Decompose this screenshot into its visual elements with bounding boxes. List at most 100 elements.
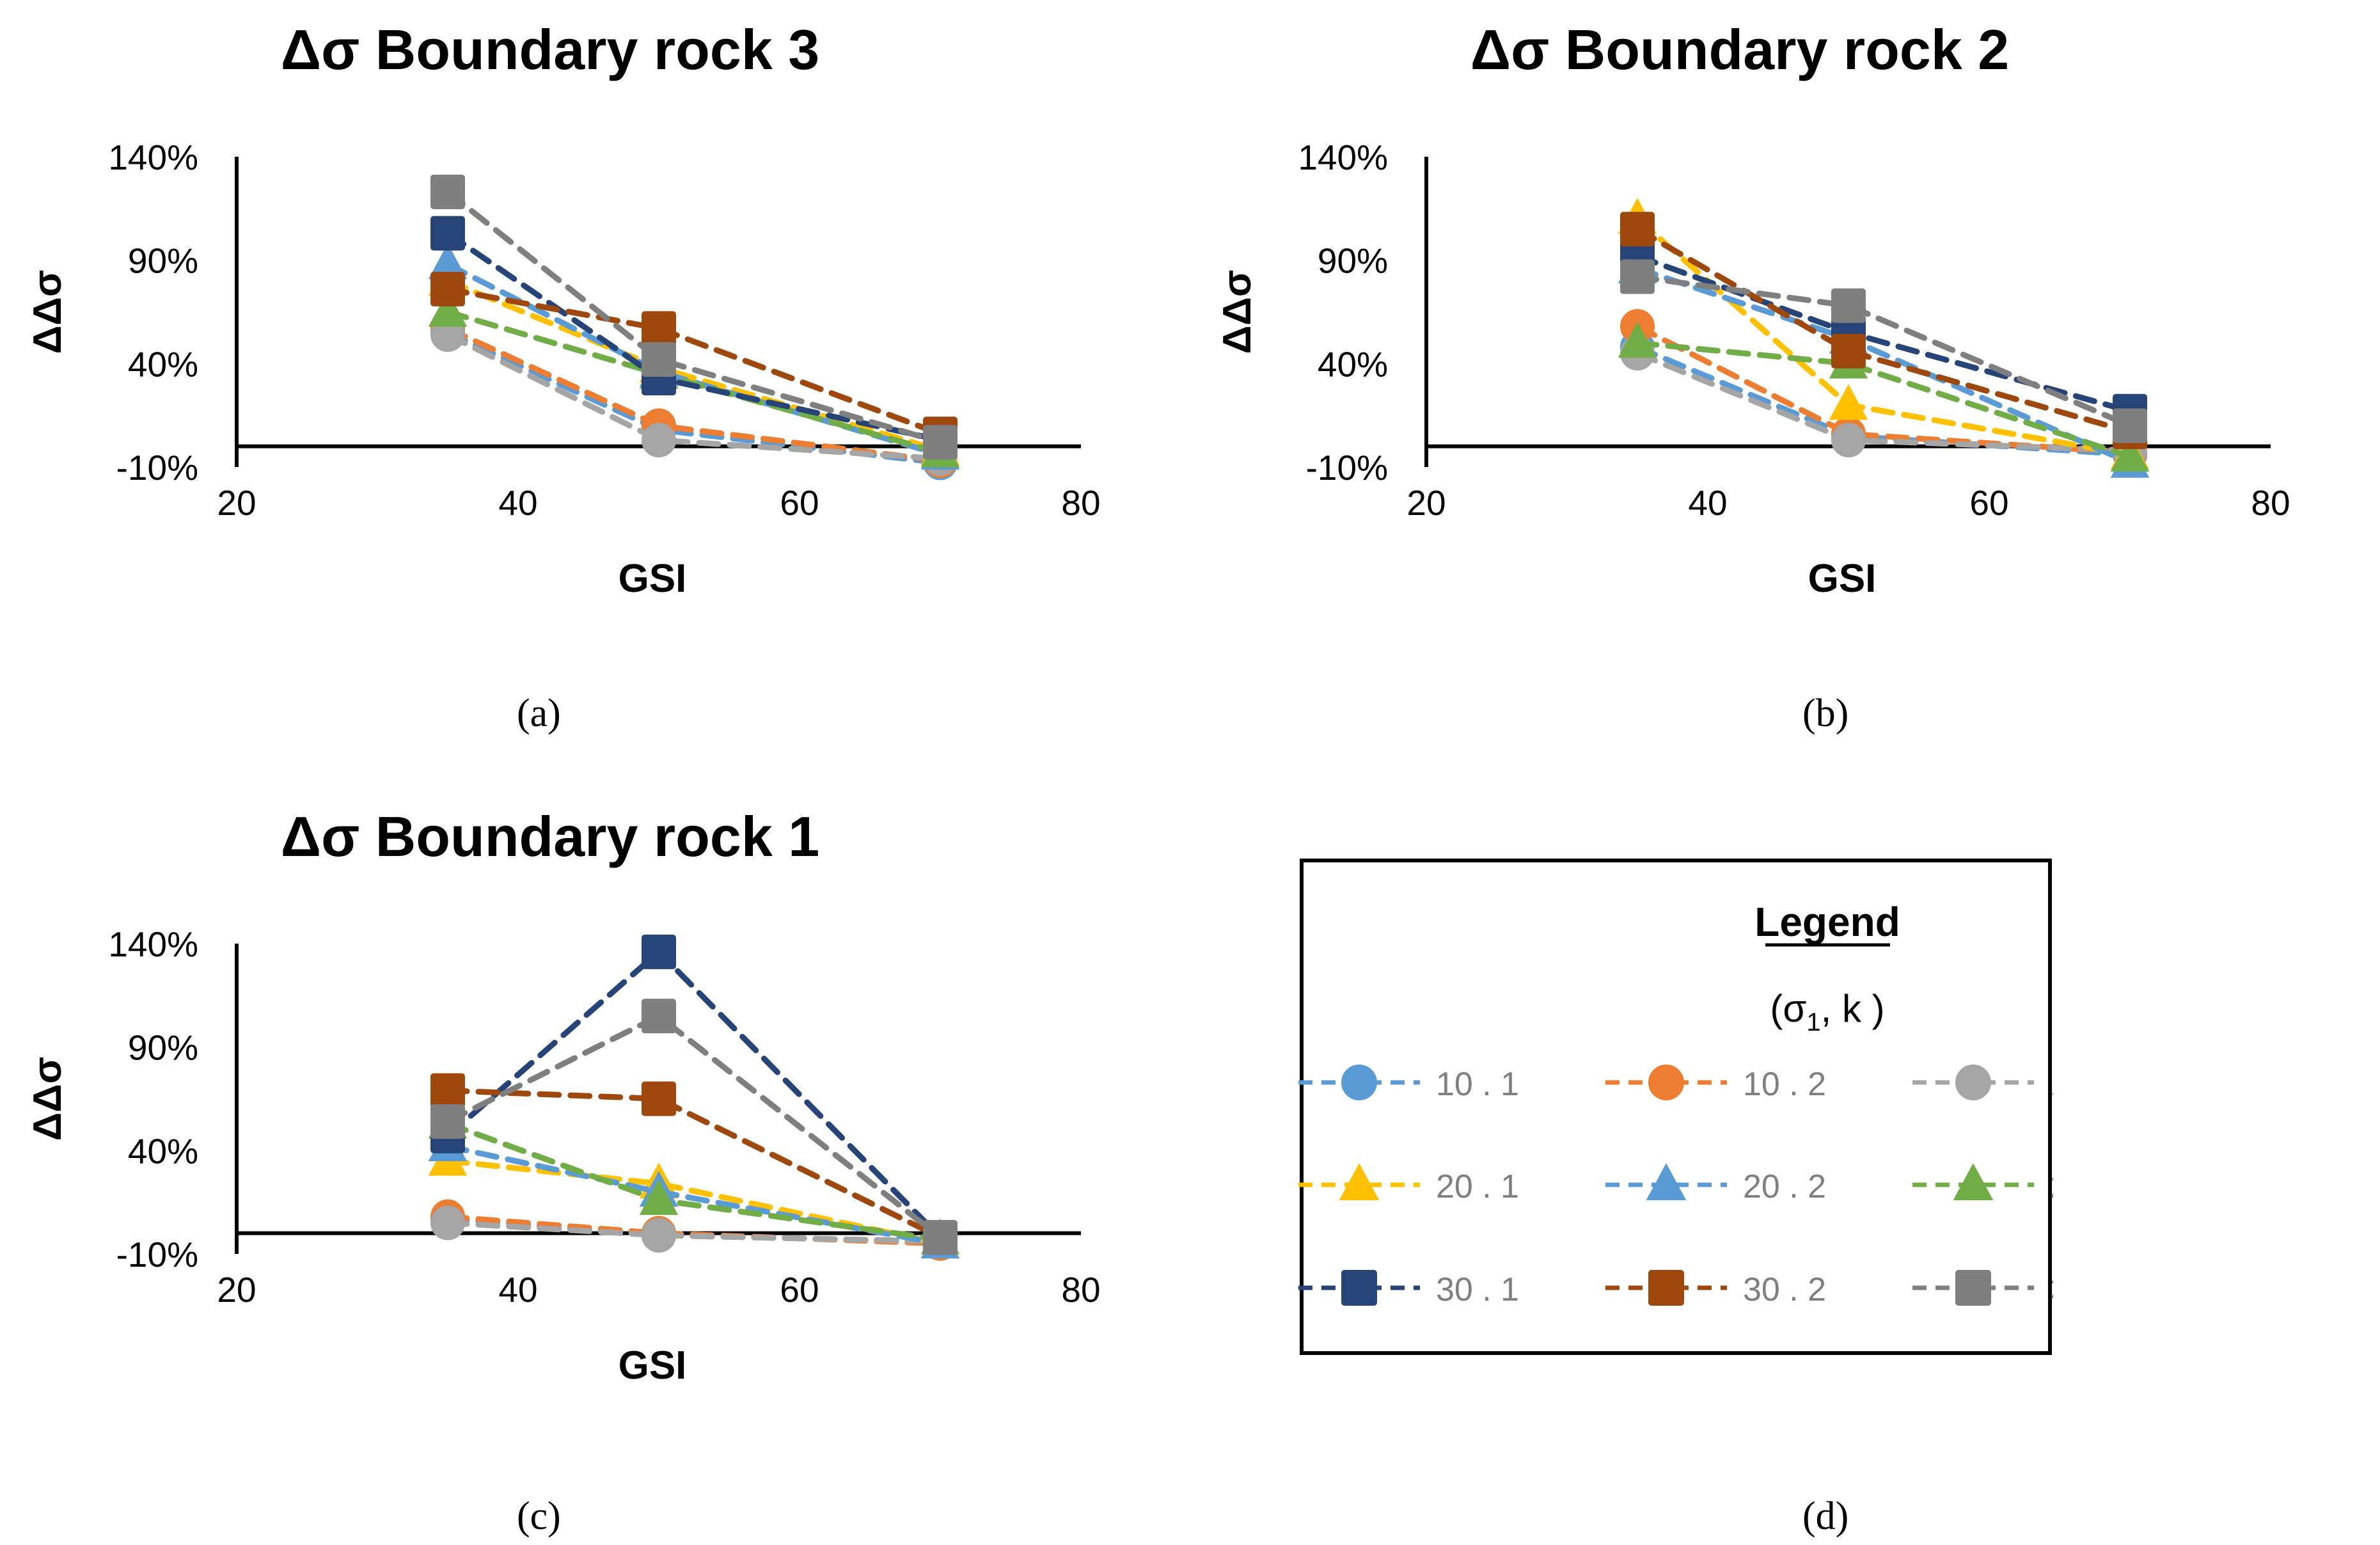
data-point: [642, 311, 676, 346]
data-point: [430, 271, 465, 306]
x-tick-label: 20: [1407, 483, 1446, 523]
data-point: [923, 425, 958, 460]
caption-c: (c): [517, 1494, 561, 1538]
data-point: [642, 1081, 676, 1116]
legend-swatch-marker: [1648, 1270, 1684, 1306]
legend-box: Legend (σ1, k ) 10 . 1 10 . 2 10 . 3 20 . 1…: [1298, 859, 2053, 1355]
legend-item-label: 30 . 3: [2050, 1271, 2053, 1308]
series-line: [445, 325, 943, 464]
data-point: [430, 1073, 465, 1108]
legend-swatch-marker: [1341, 1065, 1377, 1100]
series-line: [445, 329, 943, 466]
legend-swatch-marker: [1339, 1163, 1380, 1201]
x-tick-label: 60: [780, 483, 819, 523]
y-tick-label: 140%: [108, 924, 198, 964]
data-point: [642, 422, 676, 457]
y-tick-label: 90%: [1318, 241, 1388, 281]
legend-swatch-marker: [1648, 1065, 1684, 1100]
x-tick-label: 20: [217, 1270, 256, 1310]
series-20-1: [1618, 198, 2150, 470]
series-line: [445, 309, 943, 456]
legend-item-30-3: 30 . 3: [1912, 1270, 2053, 1308]
x-tick-label: 40: [1688, 483, 1727, 523]
y-tick-label: -10%: [1306, 448, 1388, 487]
legend-item-label: 10 . 1: [1436, 1066, 1519, 1103]
legend-item-20-1: 20 . 1: [1298, 1163, 1519, 1205]
series-line: [1634, 226, 2133, 435]
y-axis-label: ΔΔσ: [26, 1057, 70, 1141]
series-30-1: [430, 216, 958, 457]
caption-a: (a): [517, 692, 561, 735]
legend-item-label: 30 . 2: [1743, 1271, 1826, 1308]
data-point: [642, 934, 676, 969]
legend-swatch-marker: [1955, 1270, 1991, 1306]
data-point: [642, 1217, 676, 1253]
legend-item-label: 20 . 3: [2050, 1168, 2053, 1205]
y-tick-label: 140%: [1298, 138, 1388, 177]
y-axis-label: ΔΔσ: [1215, 270, 1259, 354]
series-line: [445, 189, 943, 445]
legend-swatch-marker: [1953, 1163, 1994, 1201]
data-point: [2113, 408, 2147, 443]
data-point: [1831, 422, 1866, 457]
y-axis-label: ΔΔσ: [26, 270, 70, 354]
x-tick-label: 60: [1969, 483, 2008, 523]
legend-item-20-2: 20 . 2: [1605, 1163, 1826, 1205]
legend-item-30-2: 30 . 2: [1605, 1270, 1826, 1308]
legend-item-10-2: 10 . 2: [1605, 1065, 1826, 1103]
chart-boundary-rock-2: Δσ Boundary rock 2 -10% 40% 90% 140% 20 40 60 80…: [1215, 18, 2290, 601]
data-point: [428, 290, 468, 327]
chart-boundary-rock-3: Δσ Boundary rock 3 -10% 40% 90% 140% 20 40 60 80…: [26, 18, 1101, 601]
legend-item-label: 30 . 1: [1436, 1271, 1519, 1308]
x-tick-label: 40: [498, 483, 537, 523]
legend-item-30-1: 30 . 1: [1298, 1270, 1519, 1308]
legend-subtitle: (σ1, k ): [1770, 987, 1884, 1036]
y-tick-label: 90%: [128, 1028, 198, 1068]
series-line: [445, 1220, 943, 1245]
y-tick-label: 90%: [128, 241, 198, 281]
data-point: [1829, 384, 1868, 420]
caption-d: (d): [1802, 1494, 1849, 1538]
data-point: [430, 1104, 465, 1139]
data-point: [1831, 333, 1866, 368]
legend-swatch-marker: [1646, 1163, 1687, 1201]
series-10-2: [430, 311, 958, 479]
series-30-3: [430, 999, 958, 1255]
y-tick-label: 40%: [1318, 344, 1388, 384]
chart-title: Δσ Boundary rock 3: [281, 18, 819, 81]
data-point: [642, 342, 676, 377]
data-point: [1620, 212, 1655, 247]
y-tick-label: 40%: [128, 344, 198, 384]
legend-item-label: 10 . 2: [1743, 1066, 1826, 1103]
data-point: [642, 999, 676, 1034]
x-axis-label: GSI: [619, 557, 687, 601]
y-tick-label: -10%: [116, 1235, 198, 1274]
data-point: [2110, 436, 2150, 472]
data-point: [430, 1205, 465, 1240]
chart-title: Δσ Boundary rock 2: [1470, 18, 2009, 81]
legend-item-20-3: 20 . 3: [1912, 1163, 2053, 1205]
data-point: [430, 174, 465, 209]
data-point: [639, 1179, 679, 1216]
series-line: [445, 1088, 943, 1240]
chart-boundary-rock-1: Δσ Boundary rock 1 -10% 40% 90% 140% 20 40 60 80…: [26, 805, 1101, 1388]
legend-item-label: 20 . 2: [1743, 1168, 1826, 1205]
data-point: [430, 216, 465, 251]
legend-title: Legend: [1754, 899, 1900, 945]
caption-b: (b): [1802, 692, 1849, 735]
series-line: [1634, 216, 2133, 458]
chart-title: Δσ Boundary rock 1: [281, 805, 819, 868]
x-tick-label: 80: [1061, 483, 1100, 523]
series-line: [1634, 253, 2133, 415]
legend-item-10-3: 10 . 3: [1912, 1065, 2053, 1103]
data-point: [1620, 259, 1655, 294]
data-point: [1618, 322, 1657, 358]
legend-items: 10 . 1 10 . 2 10 . 3 20 . 1 20 . 2 20 . 3 30 .…: [1298, 1065, 2053, 1308]
x-axis-label: GSI: [619, 1343, 687, 1388]
y-tick-label: 140%: [108, 138, 198, 177]
data-point: [1831, 288, 1866, 323]
x-tick-label: 80: [2251, 483, 2290, 523]
series-30-3: [430, 174, 958, 460]
legend-item-label: 20 . 1: [1436, 1168, 1519, 1205]
data-point: [923, 1220, 958, 1255]
